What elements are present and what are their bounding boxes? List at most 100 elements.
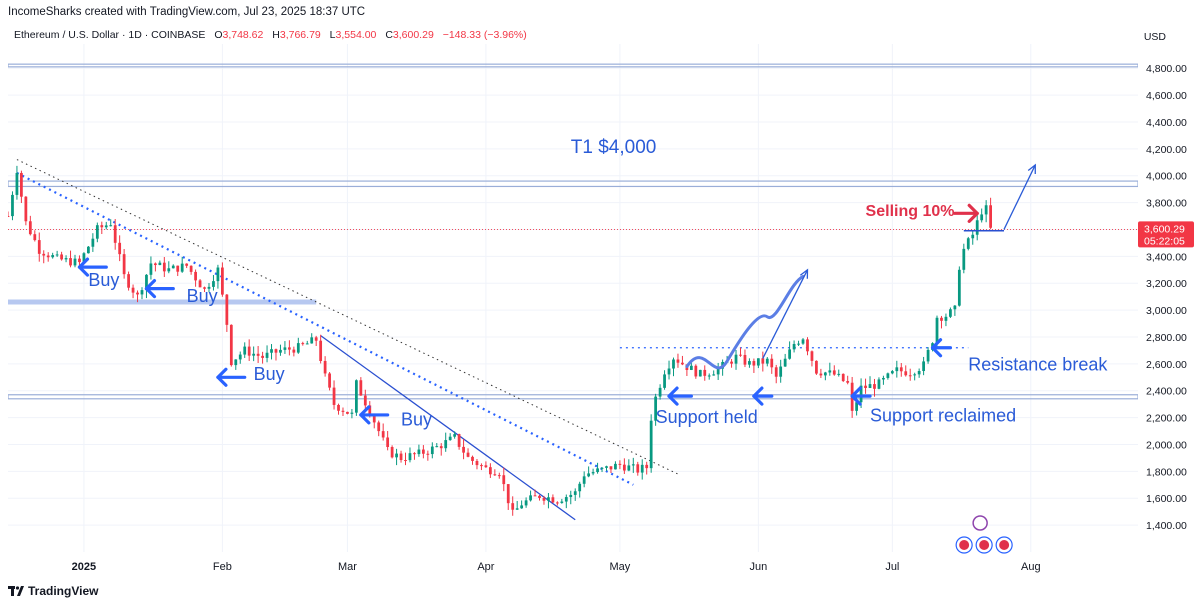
candle-body bbox=[359, 380, 363, 396]
candle-body bbox=[957, 269, 961, 306]
candle-body bbox=[8, 216, 10, 218]
candle-body bbox=[752, 361, 756, 366]
candle-body bbox=[712, 374, 716, 376]
candle-body bbox=[815, 360, 818, 374]
candle-body bbox=[270, 349, 273, 353]
tradingview-brand[interactable]: TradingView bbox=[8, 584, 98, 598]
candle-body bbox=[87, 246, 90, 254]
candle-body bbox=[265, 352, 269, 358]
candle-body bbox=[654, 396, 658, 421]
candle-body bbox=[28, 221, 32, 235]
candle-body bbox=[484, 465, 488, 468]
candle-body bbox=[761, 358, 765, 364]
candle-body bbox=[127, 274, 130, 288]
candle-body bbox=[663, 374, 666, 388]
candle-body bbox=[922, 361, 925, 372]
candle-body bbox=[819, 373, 823, 376]
candle-body bbox=[582, 476, 586, 484]
candle-body bbox=[573, 491, 577, 495]
candle-body bbox=[765, 358, 769, 364]
candle-body bbox=[131, 287, 135, 293]
candle-body bbox=[212, 281, 215, 287]
chart-credit: IncomeSharks created with TradingView.co… bbox=[8, 6, 366, 18]
annotation-arrow-head bbox=[850, 386, 862, 406]
candle-body bbox=[216, 267, 220, 282]
candle-body bbox=[953, 305, 957, 310]
candle-body bbox=[314, 337, 318, 341]
low-label: L bbox=[329, 29, 336, 41]
candle-body bbox=[810, 351, 814, 361]
candle-body bbox=[475, 460, 479, 466]
candle-body bbox=[122, 254, 126, 275]
candle-body bbox=[779, 366, 783, 377]
candle-body bbox=[806, 339, 809, 352]
candle-body bbox=[658, 387, 662, 397]
target-band-upper bbox=[8, 63, 1138, 68]
annotation-arrow-head bbox=[359, 405, 371, 425]
candle-body bbox=[707, 375, 711, 377]
candle-body bbox=[413, 453, 416, 455]
candle-body bbox=[229, 324, 233, 366]
candle-body bbox=[64, 258, 68, 260]
projection-curve bbox=[685, 274, 805, 370]
candle-body bbox=[640, 464, 644, 473]
candle-body bbox=[636, 464, 640, 473]
candle-body bbox=[774, 367, 778, 377]
candle-body bbox=[681, 362, 684, 365]
candle-body bbox=[346, 411, 349, 414]
y-tick-label: 3,400.00 bbox=[1146, 251, 1187, 263]
high-value: 3,766.79 bbox=[279, 29, 321, 41]
candle-body bbox=[444, 440, 448, 449]
candle-body bbox=[886, 373, 890, 378]
tradingview-logo-icon bbox=[8, 586, 24, 596]
brand-name: TradingView bbox=[28, 584, 99, 598]
candle-body bbox=[743, 354, 747, 365]
candle-body bbox=[547, 497, 550, 501]
annotation-label: T1 $4,000 bbox=[571, 137, 657, 158]
candle-body bbox=[600, 467, 604, 469]
currency-label: USD bbox=[1143, 31, 1166, 43]
candle-body bbox=[748, 361, 751, 365]
candle-body bbox=[578, 483, 582, 492]
target-arrow-head bbox=[1027, 163, 1036, 174]
candle-body bbox=[890, 371, 894, 374]
candle-body bbox=[703, 369, 707, 376]
candle-body bbox=[78, 258, 81, 263]
candle-body bbox=[136, 292, 139, 295]
y-tick-label: 4,000.00 bbox=[1146, 171, 1187, 183]
candle-body bbox=[207, 286, 211, 289]
candle-body bbox=[457, 434, 461, 447]
candle-body bbox=[730, 361, 733, 364]
candle-body bbox=[194, 271, 197, 281]
wedge-trend-line bbox=[320, 335, 576, 521]
candle-body bbox=[283, 347, 287, 350]
candle-body bbox=[11, 194, 14, 217]
candle-body bbox=[435, 446, 439, 448]
candle-body bbox=[904, 371, 908, 376]
candle-body bbox=[529, 495, 532, 501]
support-band bbox=[8, 394, 1138, 400]
candle-body bbox=[828, 370, 832, 373]
annotation-arrow-head bbox=[667, 386, 679, 406]
candle-body bbox=[256, 353, 260, 356]
candle-body bbox=[971, 234, 975, 239]
close-label: C bbox=[385, 29, 393, 41]
dividend-event-icon bbox=[972, 515, 988, 531]
candle-body bbox=[832, 370, 836, 375]
candle-body bbox=[176, 265, 180, 272]
candle-body bbox=[533, 495, 537, 497]
candle-body bbox=[497, 475, 501, 477]
candle-body bbox=[274, 349, 278, 353]
candle-body bbox=[689, 365, 693, 370]
candle-body bbox=[154, 263, 157, 266]
candle-body bbox=[354, 380, 358, 413]
candle-body bbox=[15, 172, 19, 195]
x-tick-label: Aug bbox=[1021, 561, 1041, 573]
candle-body bbox=[962, 248, 966, 270]
event-flag-inner bbox=[959, 540, 970, 550]
candle-body bbox=[198, 280, 202, 288]
candle-body bbox=[180, 263, 184, 272]
candle-body bbox=[984, 205, 988, 215]
candle-body bbox=[672, 359, 675, 369]
